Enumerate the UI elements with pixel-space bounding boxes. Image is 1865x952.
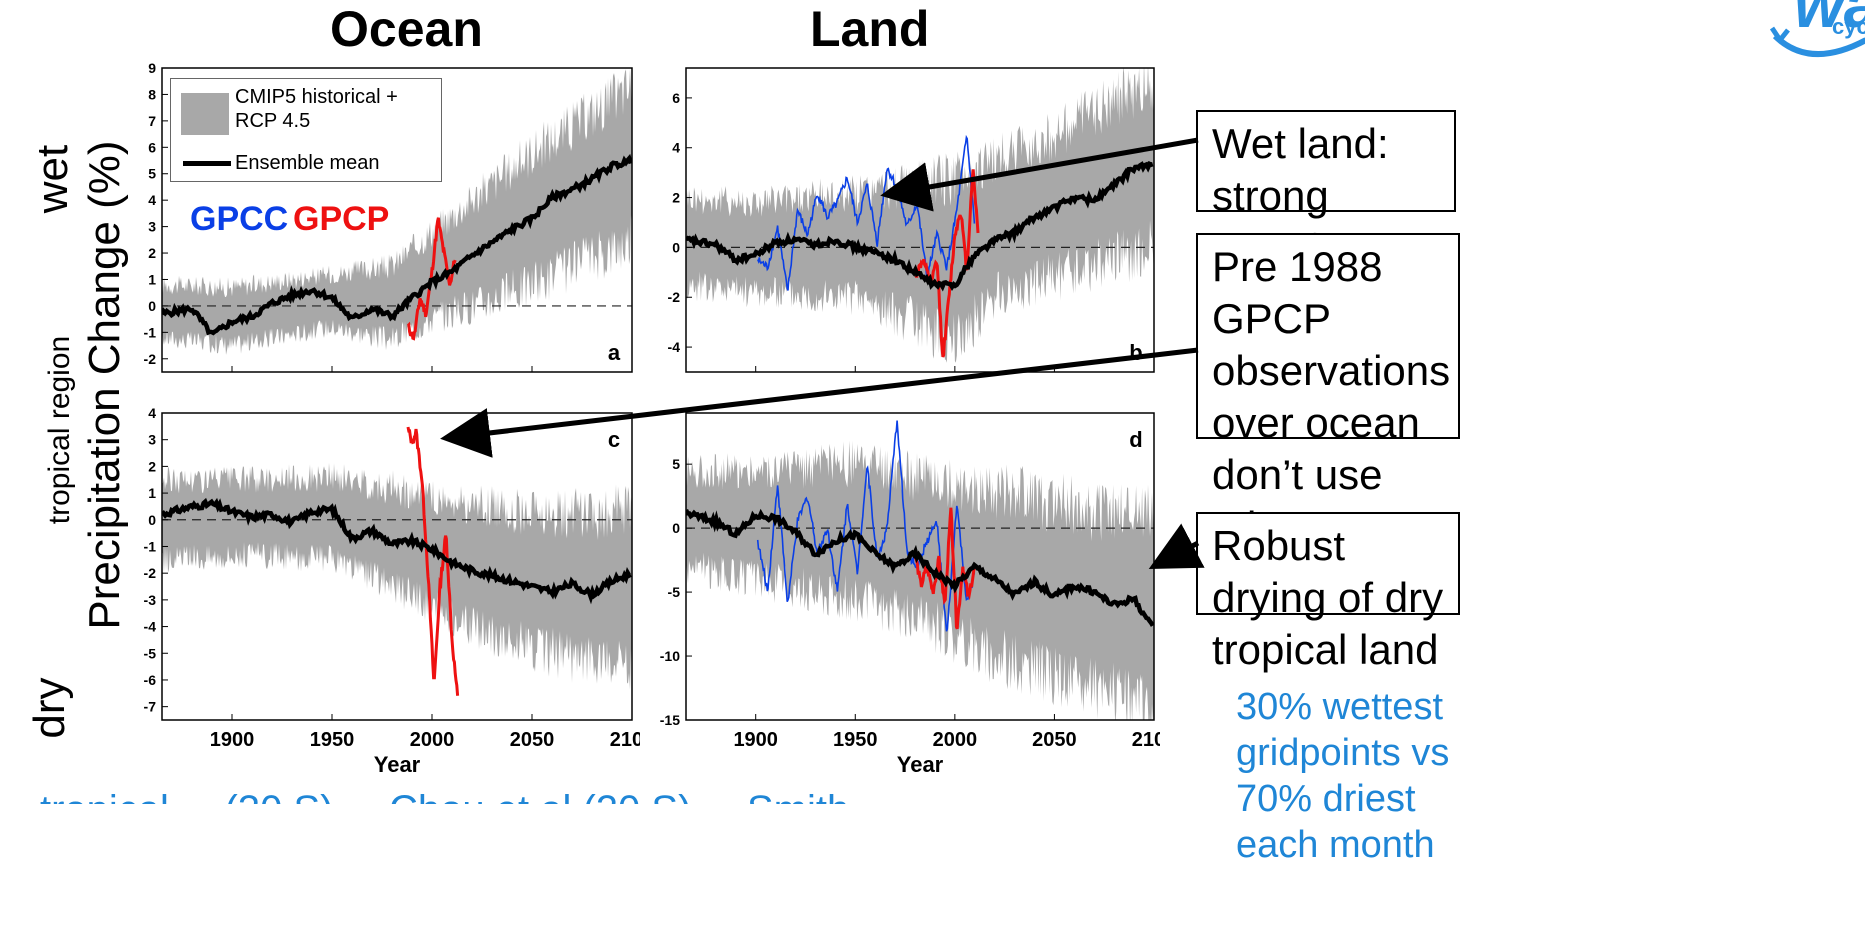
y-tick-label: 1 <box>148 271 156 287</box>
y-tick-label: -5 <box>668 584 681 600</box>
callout-robust: Robust drying of dry tropical land <box>1196 512 1460 673</box>
x-tick-label: 1950 <box>833 729 878 751</box>
x-tick-label: 1950 <box>310 729 355 751</box>
x-axis-label: Year <box>897 752 944 777</box>
y-tick-label: -6 <box>144 672 157 688</box>
x-tick-label: 2100 <box>610 729 640 751</box>
column-title-land: Land <box>810 1 930 57</box>
y-tick-label: 5 <box>148 166 156 182</box>
y-tick-label: 1 <box>148 485 156 501</box>
y-tick-label: -4 <box>668 339 681 355</box>
plot-frame <box>685 67 1155 373</box>
panel-label: c <box>608 427 620 452</box>
y-tick-label: 6 <box>672 90 680 106</box>
y-tick-label: 7 <box>148 113 156 129</box>
ensemble-mean-line <box>686 508 1154 627</box>
y-tick-label: 4 <box>672 140 680 156</box>
legend-mean-swatch <box>183 161 231 166</box>
column-title-ocean: Ocean <box>330 1 483 57</box>
y-tick-label: -4 <box>144 619 157 635</box>
y-tick-label: -5 <box>144 645 157 661</box>
y-tick-label: 2 <box>672 190 680 206</box>
y-tick-label: 9 <box>148 60 156 76</box>
bottom-fragment: tropical ... (30 S) ... Chou et al (20 S… <box>40 782 1220 804</box>
y-tick-label: -15 <box>660 712 680 728</box>
y-tick-label: 0 <box>672 520 680 536</box>
gpcp-line <box>406 426 460 696</box>
y-tick-label: 4 <box>148 192 156 208</box>
y-tick-label: -7 <box>144 699 157 715</box>
logo-word: water <box>1794 0 1865 41</box>
y-tick-label: -1 <box>144 324 157 340</box>
ensemble-mean-line <box>162 153 632 336</box>
y-tick-label: 5 <box>672 456 680 472</box>
y-tick-label: 4 <box>148 405 156 421</box>
y-tick-label: 0 <box>148 512 156 528</box>
chart-panel-d: -15 -10 -5 0 5 1900 1950 2000 2050 2100 Year d <box>660 412 1160 777</box>
arrow-robust <box>1148 523 1205 570</box>
x-axis-label: Year <box>374 752 421 777</box>
y-tick-label: 0 <box>672 239 680 255</box>
chart-panel-c: -7 -6 -5 -4 -3 -2 -1 0 1 2 3 4 1900 1950 2000 2050 2100 Y… <box>144 405 640 777</box>
x-tick-label: 2000 <box>410 729 455 751</box>
y-tick-label: 6 <box>148 139 156 155</box>
plot-frame <box>161 67 633 373</box>
y-tick-label: -3 <box>144 592 157 608</box>
y-tick-label: -10 <box>660 648 680 664</box>
y-tick-label: 0 <box>148 298 156 314</box>
cmip5-spread-band <box>686 68 1154 363</box>
y-tick-label: -1 <box>144 538 157 554</box>
arrow-wet-land <box>880 137 1199 212</box>
footnote: 30% wettest gridpoints vs 70% driest eac… <box>1236 686 1450 866</box>
y-tick-label: 3 <box>148 219 156 235</box>
logo-swoosh <box>1770 26 1865 58</box>
y-tick-label: 3 <box>148 432 156 448</box>
x-tick-label: 1900 <box>733 729 778 751</box>
legend-mean-label: Ensemble mean <box>235 152 380 174</box>
legend-gpcc: GPCC <box>190 200 289 238</box>
x-tick-label: 2050 <box>510 729 555 751</box>
y-tick-label: 2 <box>148 458 156 474</box>
x-tick-label: 2100 <box>1132 729 1160 751</box>
y-tick-label: 2 <box>148 245 156 261</box>
arrow-pre1988 <box>440 347 1199 458</box>
cmip5-spread-band <box>162 68 632 355</box>
plot-frame <box>161 412 633 721</box>
x-tick-label: 1900 <box>210 729 255 751</box>
chart-panel-a: -2 -1 0 1 2 3 4 5 6 7 8 9 a <box>144 60 633 373</box>
panel-label: d <box>1129 427 1142 452</box>
y-tick-label: -2 <box>144 565 157 581</box>
ensemble-mean-line <box>686 160 1154 292</box>
legend-spread-label: CMIP5 historical + RCP 4.5 <box>235 86 398 132</box>
x-tick-label: 2000 <box>933 729 978 751</box>
y-tick-label: 8 <box>148 86 156 102</box>
logo-sub: cycle <box>1832 14 1865 39</box>
panel-label: a <box>608 340 621 365</box>
legend-spread-swatch <box>181 93 229 135</box>
y-tick-label: -2 <box>668 289 681 305</box>
legend-gpcp: GPCP <box>293 200 390 238</box>
gpcc-line <box>756 420 976 632</box>
x-tick-label: 2050 <box>1032 729 1077 751</box>
y-tick-label: -2 <box>144 351 157 367</box>
water-cycle-logo: water cycle <box>1770 0 1865 78</box>
ensemble-mean-line <box>162 497 632 605</box>
legend: CMIP5 historical + RCP 4.5 Ensemble mean <box>170 78 442 182</box>
